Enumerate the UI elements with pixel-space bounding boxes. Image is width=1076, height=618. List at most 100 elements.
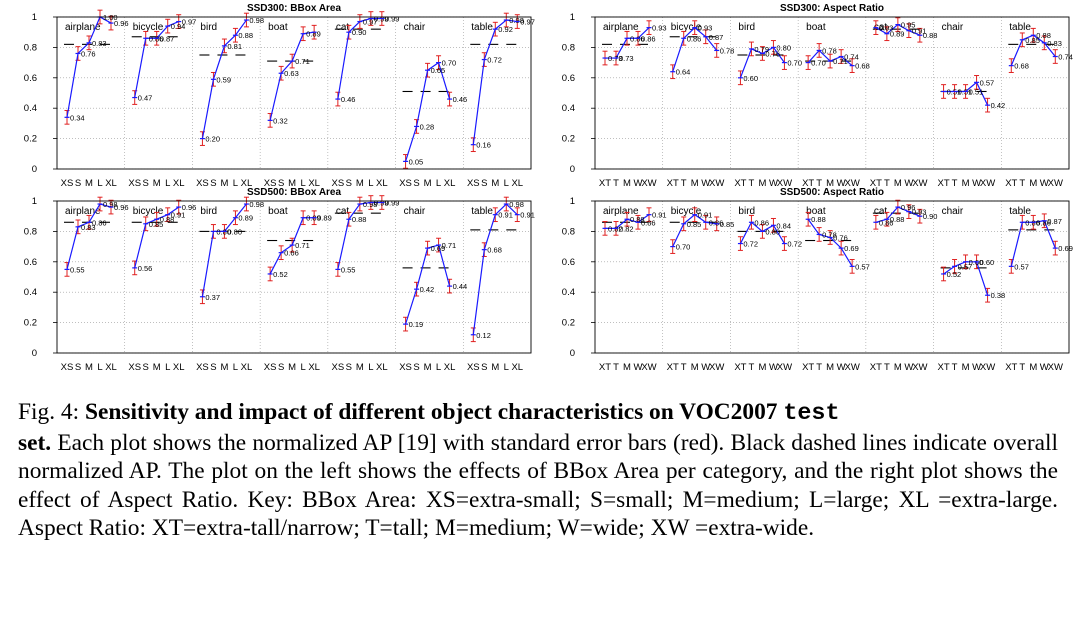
x-tick-label: T	[749, 178, 755, 189]
data-label: 0.85	[149, 220, 164, 229]
x-tick-label: XW	[777, 178, 792, 189]
data-label: 0.56	[138, 264, 153, 273]
category-label: bicycle	[133, 22, 164, 33]
y-tick-label: 0.4	[562, 287, 575, 298]
x-tick-label: XS	[264, 178, 277, 189]
data-label: 0.70	[811, 59, 826, 68]
y-tick-label: 0	[32, 164, 37, 175]
chart-svg: SSD500: Aspect Ratio 0 0.2 0.4 0.6 0.8 1 airpla…	[562, 187, 1073, 373]
data-label: 0.86	[754, 218, 769, 227]
data-label: 0.05	[409, 157, 424, 166]
data-label: 0.83	[92, 39, 107, 48]
x-tick-label: L	[165, 362, 170, 373]
data-label: 0.64	[676, 68, 691, 77]
x-tick-label: M	[220, 362, 228, 373]
x-tick-label: M	[85, 178, 93, 189]
data-label: 0.60	[980, 258, 995, 267]
x-tick-label: M	[894, 178, 902, 189]
data-label: 0.57	[855, 262, 870, 271]
data-label: 0.98	[509, 16, 524, 25]
category-label: cat	[336, 206, 350, 217]
data-label: 0.96	[182, 203, 197, 212]
data-label: 0.98	[249, 200, 264, 209]
category-label: chair	[942, 22, 964, 33]
data-label: 0.44	[453, 282, 468, 291]
category-label: bird	[200, 206, 217, 217]
data-label: 0.60	[743, 74, 758, 83]
chart-ssd500-aspect-ratio: SSD500: Aspect Ratio 0 0.2 0.4 0.6 0.8 1 airpla…	[538, 184, 1076, 376]
x-tick-label: XT	[734, 178, 746, 189]
data-label: 0.70	[442, 59, 457, 68]
chart-ssd300-aspect-ratio: SSD300: Aspect Ratio 0 0.2 0.4 0.6 0.8 1 airpla…	[538, 0, 1076, 192]
category-label: airplane	[65, 22, 101, 33]
data-label: 0.28	[420, 122, 435, 131]
data-label: 0.94	[171, 22, 186, 31]
category-label: boat	[268, 22, 288, 33]
category-label: table	[1009, 206, 1031, 217]
x-tick-label: L	[436, 178, 441, 189]
category-label: bicycle	[133, 206, 164, 217]
x-tick-label: XL	[308, 178, 320, 189]
chart-svg: SSD300: BBox Area00.20.40.60.81airplane0…	[24, 3, 535, 189]
data-label: 0.88	[811, 215, 826, 224]
category-label: bicycle	[671, 22, 702, 33]
x-tick-label: XL	[308, 362, 320, 373]
data-label: 0.91	[171, 211, 186, 220]
x-tick-label: M	[826, 362, 834, 373]
data-label: 0.80	[227, 227, 242, 236]
x-tick-label: XL	[105, 178, 117, 189]
x-tick-label: XW	[844, 178, 859, 189]
x-tick-label: XW	[1048, 362, 1063, 373]
caption-title-end: set.	[18, 429, 52, 456]
x-tick-label: XW	[641, 178, 656, 189]
data-label: 0.52	[273, 270, 288, 279]
data-label: 0.90	[352, 28, 367, 37]
data-label: 0.78	[720, 46, 735, 55]
data-label: 0.72	[743, 240, 758, 249]
x-tick-label: W	[1040, 362, 1049, 373]
data-label: 0.68	[855, 62, 870, 71]
x-tick-label: XS	[196, 362, 209, 373]
x-tick-label: W	[701, 362, 710, 373]
data-label: 0.93	[652, 24, 667, 33]
x-tick-label: XW	[777, 362, 792, 373]
chart-title: SSD500: BBox Area	[247, 187, 342, 198]
x-tick-label: T	[816, 178, 822, 189]
y-tick-label: 0.8	[562, 226, 575, 237]
x-tick-label: L	[504, 178, 509, 189]
x-tick-label: XT	[1005, 362, 1017, 373]
y-tick-label: 0.4	[24, 103, 37, 114]
category-label: bicycle	[671, 206, 702, 217]
x-tick-label: XT	[599, 178, 611, 189]
data-label: 0.88	[160, 215, 175, 224]
x-tick-label: XL	[444, 362, 456, 373]
data-label: 0.38	[991, 291, 1006, 300]
y-tick-label: 1	[32, 12, 37, 23]
x-tick-label: XW	[844, 362, 859, 373]
x-tick-label: S	[278, 178, 284, 189]
x-tick-label: XW	[980, 362, 995, 373]
data-label: 0.74	[1058, 53, 1073, 62]
x-tick-label: S	[346, 178, 352, 189]
data-label: 0.42	[420, 285, 435, 294]
x-tick-label: L	[300, 178, 305, 189]
data-label: 0.89	[890, 30, 905, 39]
data-label: 0.88	[1036, 31, 1051, 40]
x-tick-label: W	[701, 178, 710, 189]
x-tick-label: XW	[641, 362, 656, 373]
y-tick-label: 0.8	[562, 42, 575, 53]
category-label: bird	[738, 206, 755, 217]
data-label: 0.79	[754, 45, 769, 54]
x-tick-label: M	[1029, 178, 1037, 189]
x-tick-label: W	[972, 178, 981, 189]
x-tick-label: T	[1019, 178, 1025, 189]
y-tick-label: 0.6	[24, 257, 37, 268]
x-tick-label: L	[300, 362, 305, 373]
category-label: table	[1009, 22, 1031, 33]
data-label: 0.71	[295, 241, 310, 250]
x-tick-label: S	[143, 362, 149, 373]
category-label: cat	[336, 22, 350, 33]
data-label: 0.55	[341, 265, 356, 274]
x-tick-label: S	[75, 362, 81, 373]
x-tick-label: M	[691, 362, 699, 373]
